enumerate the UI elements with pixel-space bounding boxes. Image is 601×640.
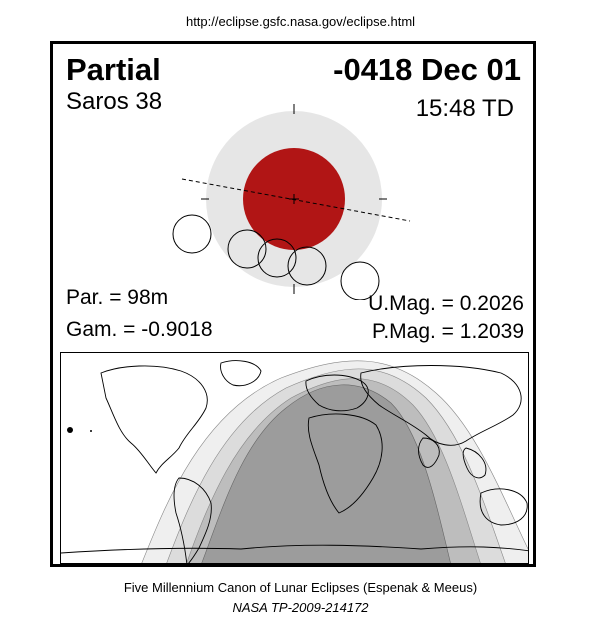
footer-canon-title: Five Millennium Canon of Lunar Eclipses … [123,580,478,595]
moon-position-u4 [287,246,327,286]
north-america-outline [100,365,208,474]
eclipse-type: Partial [66,52,161,87]
umbral-magnitude: U.Mag. = 0.2026 [368,292,524,315]
visibility-map [60,352,529,564]
moon-position-p1 [172,214,212,254]
antarctica-outline [61,544,528,554]
south-america-outline [173,477,212,563]
visibility-zone-full [201,384,451,563]
saros-number: Saros 38 [66,88,163,115]
figure-frame [50,41,536,567]
ecliptic-path-line [181,178,411,222]
island-marker-small [90,430,92,432]
moon-position-max [257,238,297,278]
europe-outline [305,374,369,412]
moon-position-u1 [227,229,267,269]
eclipse-geometry-diagram [172,104,411,300]
world-map-svg [61,360,528,563]
moon-position-p4 [340,261,380,300]
asia-outline [360,365,522,446]
island-marker [67,427,73,433]
gamma-value: Gam. = -0.9018 [66,318,213,341]
australia-outline [479,488,528,526]
penumbral-magnitude: P.Mag. = 1.2039 [372,320,524,343]
source-url[interactable]: http://eclipse.gsfc.nasa.gov/eclipse.htm… [185,14,416,29]
footer-publication-id: NASA TP-2009-214172 [232,600,369,615]
greenland-outline [220,360,262,387]
eclipse-date: -0418 Dec 01 [333,52,521,87]
africa-outline [307,413,383,514]
india-outline [418,437,440,468]
partial-duration: Par. = 98m [66,286,169,309]
eclipse-time: 15:48 TD [415,95,514,122]
southeast-asia-outline [462,447,487,479]
